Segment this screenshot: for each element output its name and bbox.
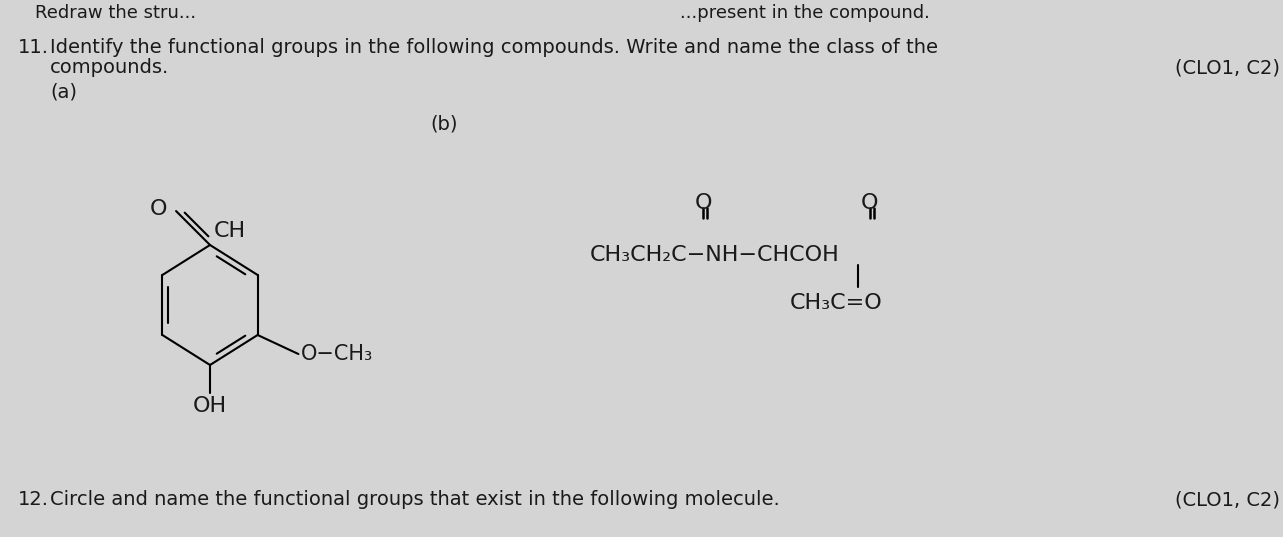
Text: 12.: 12. <box>18 490 49 509</box>
Text: Circle and name the functional groups that exist in the following molecule.: Circle and name the functional groups th… <box>50 490 780 509</box>
Text: compounds.: compounds. <box>50 58 169 77</box>
Text: (CLO1, C2): (CLO1, C2) <box>1175 490 1280 509</box>
Text: CH₃C=O: CH₃C=O <box>790 293 883 313</box>
Text: O: O <box>149 199 167 219</box>
Text: 11.: 11. <box>18 38 49 57</box>
Text: Redraw the stru...: Redraw the stru... <box>35 4 196 22</box>
Text: (b): (b) <box>430 115 458 134</box>
Text: (a): (a) <box>50 82 77 101</box>
Text: CH₃CH₂C−NH−CHCOH: CH₃CH₂C−NH−CHCOH <box>590 245 840 265</box>
Text: O−CH₃: O−CH₃ <box>300 344 372 364</box>
Text: Identify the functional groups in the following compounds. Write and name the cl: Identify the functional groups in the fo… <box>50 38 938 57</box>
Text: OH: OH <box>192 396 227 416</box>
Text: O: O <box>694 193 712 213</box>
Text: ...present in the compound.: ...present in the compound. <box>680 4 930 22</box>
Text: CH: CH <box>214 221 246 241</box>
Text: (CLO1, C2): (CLO1, C2) <box>1175 58 1280 77</box>
Text: O: O <box>861 193 879 213</box>
